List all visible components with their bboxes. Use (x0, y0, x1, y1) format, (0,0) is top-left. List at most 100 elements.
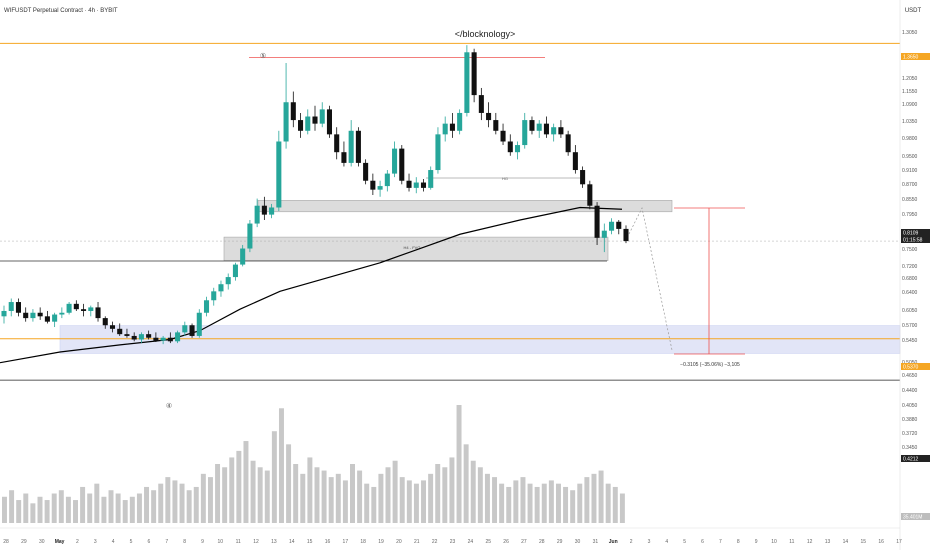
volume-bar (16, 500, 22, 523)
volume-bar (499, 483, 505, 523)
candle-body (428, 170, 434, 188)
time-label: 7 (165, 539, 168, 545)
candle-body (529, 120, 535, 131)
price-badge-current: 0.8109 (903, 231, 919, 237)
volume-bar (286, 444, 292, 523)
candle-body (182, 325, 188, 333)
volume-bar (229, 457, 235, 523)
candle-body (218, 284, 224, 292)
candle-body (59, 312, 65, 315)
projection-path (628, 206, 673, 351)
time-label: 8 (183, 539, 186, 545)
time-label: 22 (432, 539, 438, 545)
price-badge-black-line: 0.4212 (903, 457, 919, 463)
time-label: 14 (289, 539, 295, 545)
candle-body (392, 148, 398, 174)
volume-bar (193, 486, 199, 523)
candle-body (95, 307, 101, 319)
time-label: 18 (360, 539, 366, 545)
candle-body (406, 180, 412, 188)
time-label: 16 (325, 539, 331, 545)
candle-body (240, 248, 246, 265)
time-label: 13 (825, 539, 831, 545)
background-layer (0, 42, 901, 381)
volume-bar (563, 486, 569, 523)
candle-body (384, 173, 390, 187)
candle-body (167, 337, 173, 342)
time-label: 16 (878, 539, 884, 545)
candle-body (44, 316, 50, 322)
volume-bar (435, 464, 441, 523)
volume-bar (470, 460, 476, 523)
volume-bar (172, 480, 178, 523)
volume-bar (165, 477, 171, 523)
volume-bar (300, 473, 306, 523)
time-label: 19 (378, 539, 384, 545)
price-badge-bottom-orange-bg (901, 363, 930, 370)
candle-body (153, 337, 159, 341)
time-label: 27 (521, 539, 527, 545)
price-badge-countdown: 01:15:58 (903, 238, 923, 244)
volume-bar (442, 467, 448, 523)
volume-bar (129, 496, 135, 523)
candle-body (551, 127, 557, 135)
volume-bar (612, 486, 618, 523)
candle-body (457, 112, 463, 131)
time-label: 24 (468, 539, 474, 545)
candle-body (609, 221, 615, 231)
volume-bar (385, 467, 391, 523)
candle-body (52, 314, 58, 322)
volume-bar (548, 480, 554, 523)
price-tick: 0.9500 (902, 154, 918, 160)
time-label: 13 (271, 539, 277, 545)
candle-body (486, 112, 492, 121)
volume-bar (534, 486, 540, 523)
candle-body (326, 109, 332, 135)
volume-bar (541, 483, 547, 523)
candle-body (442, 123, 448, 135)
candle-body (81, 309, 87, 311)
candle-body (203, 300, 210, 313)
candle-body (175, 332, 181, 342)
time-label: 17 (343, 539, 349, 545)
volume-bar (399, 477, 405, 523)
time-label: 11 (236, 539, 241, 545)
candle-body (348, 130, 354, 163)
time-label: 5 (683, 539, 686, 545)
volume-bar (463, 444, 469, 523)
time-label: 3 (648, 539, 651, 545)
time-label: 30 (39, 539, 45, 545)
time-label: 31 (593, 539, 599, 545)
volume-bar (314, 467, 320, 523)
projection-layer (628, 206, 745, 355)
time-label: 2 (630, 539, 633, 545)
candle-body (543, 123, 549, 135)
candle-body (464, 52, 470, 113)
candle-body (449, 123, 455, 131)
candles-layer (1, 45, 629, 345)
candle-body (536, 123, 542, 131)
time-label: 4 (112, 539, 115, 545)
volume-bar (250, 460, 256, 523)
volume-bar (555, 483, 561, 523)
candle-body (276, 141, 282, 208)
time-label: 17 (896, 539, 902, 545)
candle-body (109, 325, 116, 329)
price-tick: 0.3880 (902, 417, 918, 423)
candle-body (30, 312, 36, 319)
volume-bar (428, 473, 434, 523)
price-tick: 1.0900 (902, 102, 918, 108)
volume-bar (73, 500, 78, 523)
price-tick: 0.6400 (902, 290, 918, 296)
time-label: 25 (485, 539, 491, 545)
volume-bar (200, 473, 206, 523)
candle-body (471, 52, 477, 96)
volume-bar (151, 490, 157, 523)
candle-body (587, 184, 593, 206)
candle-body (370, 180, 376, 190)
volume-bar (413, 483, 419, 523)
price-tick: 0.7200 (902, 264, 918, 270)
candle-body (225, 277, 231, 285)
candle-body (196, 312, 202, 336)
